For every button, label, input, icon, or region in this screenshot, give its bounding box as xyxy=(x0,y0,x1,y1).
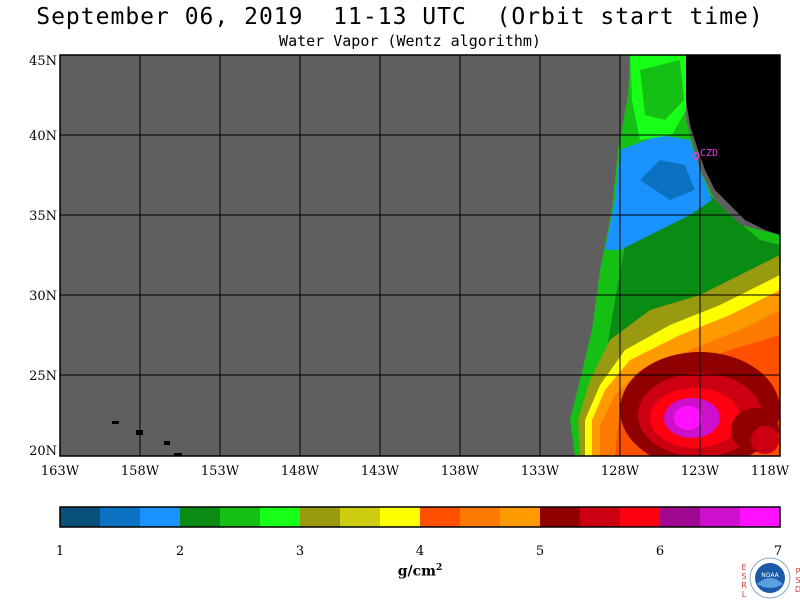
colorbar-swatch xyxy=(340,507,381,527)
colorbar-swatch xyxy=(260,507,301,527)
lon-label: 138W xyxy=(441,464,480,479)
colorbar-tick-label: 1 xyxy=(56,544,64,559)
colorbar xyxy=(60,507,781,527)
colorbar-tick-label: 3 xyxy=(296,544,304,559)
lon-label: 153W xyxy=(201,464,240,479)
colorbar-swatch xyxy=(100,507,141,527)
lon-label: 123W xyxy=(681,464,720,479)
lon-label: 158W xyxy=(121,464,160,479)
colorbar-swatch xyxy=(420,507,461,527)
lon-label: 128W xyxy=(601,464,640,479)
colorbar-frame xyxy=(59,506,781,528)
water-vapor-field xyxy=(112,55,780,456)
colorbar-swatch xyxy=(700,507,741,527)
colorbar-unit: g/cm2 xyxy=(397,563,443,580)
station-marker: CZD xyxy=(692,148,718,160)
island xyxy=(174,453,182,456)
colorbar-tick-label: 2 xyxy=(176,544,184,559)
island xyxy=(164,441,170,445)
map-grid xyxy=(60,55,780,456)
colorbar-swatch xyxy=(540,507,581,527)
lat-label: 30N xyxy=(29,289,57,304)
colorbar-swatch xyxy=(740,507,781,527)
colorbar-swatch xyxy=(220,507,261,527)
colorbar-swatch xyxy=(180,507,221,527)
noaa-logo-text: NOAA xyxy=(761,572,779,579)
lat-label: 25N xyxy=(29,369,57,384)
colorbar-swatch xyxy=(380,507,421,527)
lon-label: 163W xyxy=(41,464,80,479)
colorbar-swatch xyxy=(60,507,101,527)
colorbar-tick-label: 5 xyxy=(536,544,544,559)
lon-label: 133W xyxy=(521,464,560,479)
map-frame xyxy=(59,54,781,457)
colorbar-swatch xyxy=(620,507,661,527)
colorbar-tick-label: 4 xyxy=(416,544,424,559)
colorbar-swatch xyxy=(500,507,541,527)
colorbar-swatch xyxy=(140,507,181,527)
colorbar-swatch xyxy=(580,507,621,527)
lat-label: 35N xyxy=(29,209,57,224)
page-title: September 06, 2019 11-13 UTC (Orbit star… xyxy=(36,4,764,30)
noaa-logo: NOAA xyxy=(749,557,791,599)
island xyxy=(112,421,119,424)
psd-letters: P S D xyxy=(794,567,800,594)
land-mass xyxy=(686,55,780,235)
lon-label: 143W xyxy=(361,464,400,479)
esrl-letters: E S R L xyxy=(741,563,747,599)
colorbar-swatch xyxy=(660,507,701,527)
station-label: CZD xyxy=(700,148,718,159)
lat-label: 40N xyxy=(29,129,57,144)
colorbar-tick-label: 7 xyxy=(774,544,782,559)
lat-label: 45N xyxy=(29,54,57,69)
lat-label: 20N xyxy=(29,444,57,459)
lon-label: 148W xyxy=(281,464,320,479)
colorbar-swatch xyxy=(300,507,341,527)
colorbar-swatch xyxy=(460,507,501,527)
lon-label: 118W xyxy=(751,464,790,479)
page-subtitle: Water Vapor (Wentz algorithm) xyxy=(279,32,541,50)
colorbar-tick-label: 6 xyxy=(656,544,664,559)
